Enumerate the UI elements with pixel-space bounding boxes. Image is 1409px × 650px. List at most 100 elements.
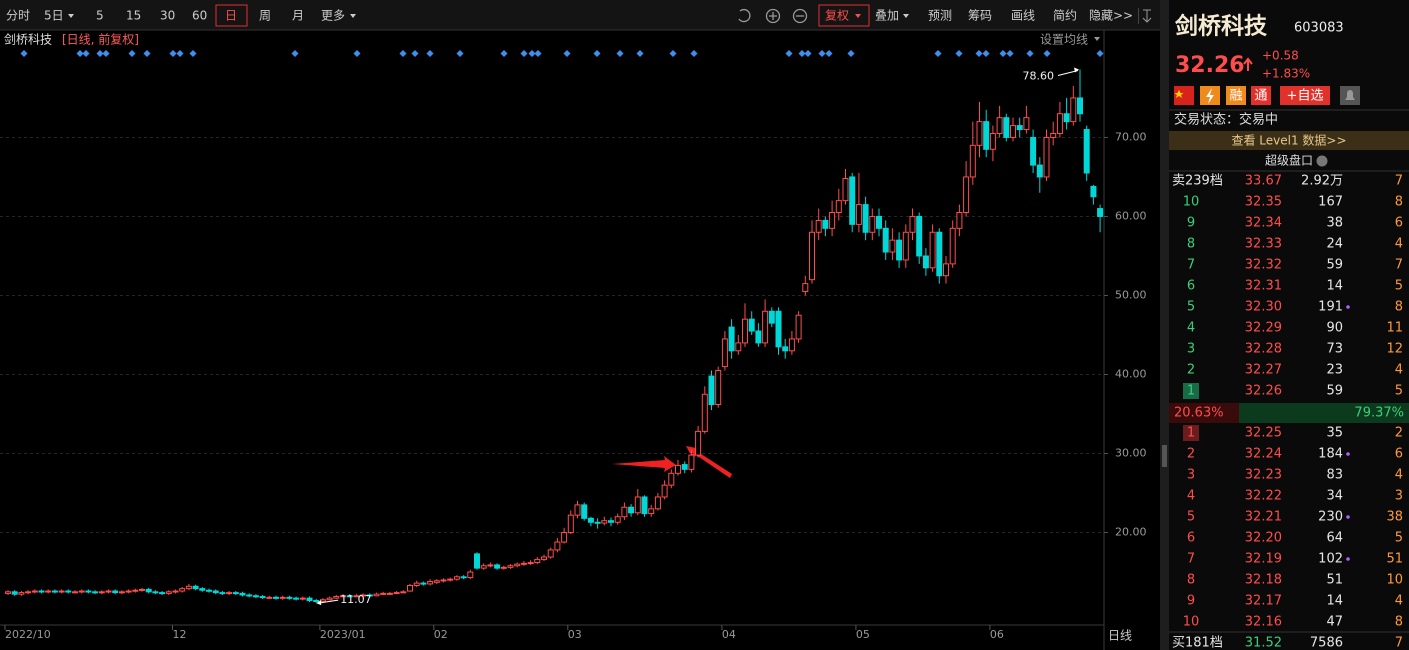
event-marker[interactable] [76, 50, 84, 57]
scroll-icon[interactable] [1142, 9, 1152, 23]
event-marker[interactable] [616, 50, 624, 57]
candle-body [989, 132, 996, 150]
event-marker[interactable] [1096, 50, 1104, 57]
event-marker[interactable] [798, 50, 806, 57]
tool-button[interactable]: 画线 [1011, 9, 1035, 23]
candle-body [855, 204, 862, 225]
max-label: 78.60 [1023, 69, 1055, 82]
event-marker[interactable] [1026, 50, 1034, 57]
trade-status: 交易状态：交易中 [1174, 112, 1278, 128]
x-tick-label: 2022/10 [5, 628, 51, 641]
zoom-out-icon[interactable] [792, 8, 808, 24]
event-marker[interactable] [636, 50, 644, 57]
candle-body [1050, 132, 1057, 138]
period-tab[interactable]: 60 [192, 9, 207, 23]
candle-body [380, 592, 387, 595]
event-marker[interactable] [102, 50, 110, 57]
ma-setting[interactable]: 设置均线 [1040, 33, 1088, 47]
tool-button[interactable]: 简约 [1053, 8, 1077, 23]
event-marker[interactable] [690, 50, 698, 57]
candle-body [835, 200, 842, 214]
event-marker[interactable] [669, 50, 677, 57]
period-tab[interactable]: 30 [160, 9, 175, 23]
event-marker[interactable] [353, 50, 361, 57]
period-tab[interactable]: 周 [259, 9, 271, 23]
candle-body [822, 219, 829, 229]
candle-body [594, 521, 601, 524]
event-marker[interactable] [593, 50, 601, 57]
event-marker[interactable] [975, 50, 983, 57]
candle-body [514, 563, 521, 567]
tool-button[interactable]: 隐藏>> [1089, 9, 1133, 23]
event-marker[interactable] [563, 50, 571, 57]
candle-body [581, 504, 588, 519]
period-tab[interactable]: 分时 [6, 9, 30, 23]
event-marker[interactable] [169, 50, 177, 57]
level: 1 [1187, 384, 1195, 399]
event-marker[interactable] [955, 50, 963, 57]
tool-button[interactable]: 预测 [928, 9, 952, 23]
period-tab[interactable]: 5 [96, 9, 104, 23]
period-tab[interactable]: 更多 [321, 9, 345, 23]
event-marker[interactable] [534, 50, 542, 57]
volume: 23 [1326, 363, 1343, 378]
event-marker[interactable] [818, 50, 826, 57]
price: 32.35 [1245, 195, 1282, 210]
tool-button[interactable]: 筹码 [968, 9, 992, 23]
volume: 47 [1326, 615, 1343, 630]
event-marker[interactable] [176, 50, 184, 57]
event-marker[interactable] [520, 50, 528, 57]
event-marker[interactable] [411, 50, 419, 57]
period-tab[interactable]: 5日 [44, 9, 64, 23]
candle-body [735, 342, 742, 352]
level: 9 [1187, 216, 1195, 231]
event-marker[interactable] [456, 50, 464, 57]
price: 32.30 [1245, 300, 1282, 315]
watchlist-button[interactable] [1280, 86, 1330, 105]
tool-button[interactable]: 叠加 [875, 9, 899, 23]
event-marker[interactable] [189, 50, 197, 57]
candle-body [25, 591, 32, 594]
period-tab[interactable]: 日 [225, 9, 237, 23]
event-marker[interactable] [291, 50, 299, 57]
candle-body [319, 599, 326, 602]
splitter-handle[interactable] [1162, 445, 1167, 467]
event-marker[interactable] [128, 50, 136, 57]
event-marker[interactable] [785, 50, 793, 57]
event-marker[interactable] [982, 50, 990, 57]
event-marker[interactable] [999, 50, 1007, 57]
zoom-in-icon[interactable] [765, 8, 781, 24]
level1-link[interactable]: 查看 Level1 数据>> [1231, 133, 1346, 148]
event-marker[interactable] [426, 50, 434, 57]
tool-button[interactable]: 复权 [825, 9, 849, 23]
event-marker[interactable] [399, 50, 407, 57]
period-tab[interactable]: 15 [126, 9, 141, 23]
splitter[interactable] [1160, 0, 1169, 650]
event-marker[interactable] [825, 50, 833, 57]
event-marker[interactable] [96, 50, 104, 57]
connect-badge[interactable] [1251, 86, 1271, 105]
candle-body [65, 590, 72, 593]
candle-body [916, 215, 923, 257]
event-marker[interactable] [1043, 50, 1051, 57]
level1-button-bg[interactable] [1169, 131, 1409, 150]
event-marker[interactable] [20, 50, 28, 57]
event-marker[interactable] [143, 50, 151, 57]
event-marker[interactable] [847, 50, 855, 57]
info-icon[interactable] [1316, 155, 1328, 167]
event-marker[interactable] [82, 50, 90, 57]
event-marker[interactable] [500, 50, 508, 57]
period-tab[interactable]: 月 [292, 9, 304, 23]
event-marker[interactable] [528, 50, 536, 57]
candle-body [38, 590, 45, 593]
dropdown-icon [855, 14, 861, 18]
event-marker[interactable] [804, 50, 812, 57]
margin-badge[interactable] [1226, 86, 1246, 105]
event-marker[interactable] [934, 50, 942, 57]
undo-icon[interactable] [738, 8, 751, 23]
event-marker[interactable] [1006, 50, 1014, 57]
big-order-dot [1346, 452, 1350, 456]
candle-body [963, 176, 970, 214]
candle-body [527, 562, 534, 565]
sell-ratio-bg [1169, 403, 1239, 423]
